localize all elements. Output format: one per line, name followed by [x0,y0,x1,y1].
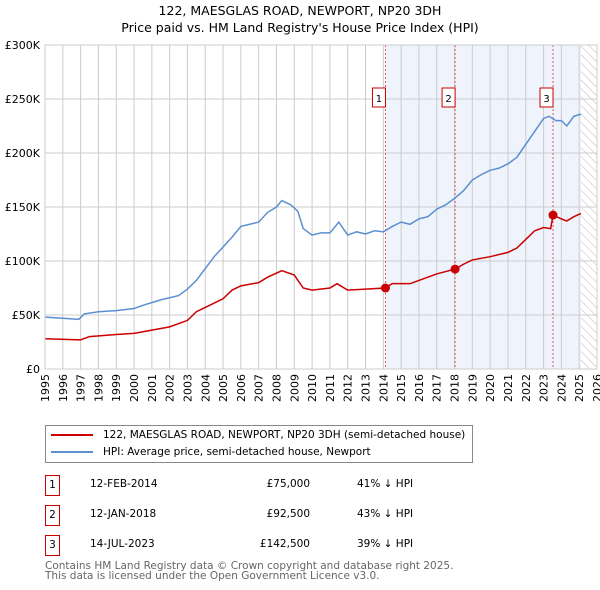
sale-point [450,264,460,274]
transaction-row: 1 12-FEB-2014 £75,000 41% ↓ HPI [45,475,465,496]
y-tick-label: £250K [5,93,41,106]
x-tick-label: 1995 [39,374,52,402]
legend-hpi: HPI: Average price, semi-detached house,… [103,446,371,458]
x-tick-label: 2012 [342,374,355,402]
sale-label: 2 [445,94,451,105]
series-line [44,212,582,341]
x-tick-label: 2001 [146,374,159,402]
footer: Contains HM Land Registry data © Crown c… [45,560,454,582]
chart-title: 122, MAESGLAS ROAD, NEWPORT, NP20 3DH [158,3,442,18]
x-tick-label: 2003 [181,374,194,402]
transaction-hpi: 41% ↓ HPI [357,478,414,490]
transaction-price: £142,500 [259,538,310,550]
x-tick-label: 2011 [324,374,337,402]
legend-red-swatch [51,434,93,436]
sale-label: 1 [376,94,382,105]
x-tick-label: 2005 [217,374,230,402]
sale-label: 3 [543,94,549,105]
footer-line-1: Contains HM Land Registry data © Crown c… [45,560,454,572]
sale-label-box [371,87,386,108]
legend-property: 122, MAESGLAS ROAD, NEWPORT, NP20 3DH (s… [103,429,466,441]
transaction-price: £75,000 [266,478,310,490]
x-tick-label: 2016 [413,374,426,402]
y-tick-label: £50K [12,309,41,322]
x-tick-label: 1998 [92,374,105,402]
x-tick-label: 1996 [57,374,70,402]
transaction-hpi: 39% ↓ HPI [357,538,414,550]
transaction-row: 2 12-JAN-2018 £92,500 43% ↓ HPI [45,505,465,526]
x-tick-label: 2004 [199,374,212,402]
plot-area: 1995 1996 1997 1998 1999 2000 2001 2002 2003 2004… [5,39,600,402]
x-tick-label: 2000 [128,374,141,402]
y-tick-label: £0 [26,363,40,376]
x-tick-label: 2015 [395,374,408,402]
x-tick-label: 1999 [110,374,123,402]
plot-border [44,44,598,370]
y-tick-label: £300K [5,39,41,52]
transaction-date: 12-JAN-2018 [90,508,157,520]
x-tick-label: 2025 [573,374,586,402]
x-tick-label: 2014 [377,374,390,402]
transaction-row: 3 14-JUL-2023 £142,500 39% ↓ HPI [45,535,465,556]
x-tick-label: 2026 [591,374,600,402]
x-tick-label: 2002 [164,374,177,402]
sale-point [380,283,390,293]
footer-line-2: This data is licensed under the Open Gov… [45,570,380,582]
transaction-number: 2 [45,505,60,526]
x-tick-label: 2008 [270,374,283,402]
x-tick-label: 2017 [431,374,444,402]
x-tick-label: 2009 [288,374,301,402]
sale-label-box [539,87,554,108]
transaction-number: 3 [45,535,60,556]
x-tick-label: 2006 [235,374,248,402]
x-tick-label: 1997 [75,374,88,402]
x-tick-label: 2023 [538,374,551,402]
transaction-date: 12-FEB-2014 [90,478,158,490]
y-tick-label: £150K [5,201,41,214]
sale-label-box [441,87,456,108]
transaction-number: 1 [45,475,60,496]
legend-blue-swatch [51,451,93,453]
x-tick-label: 2022 [520,374,533,402]
transaction-price: £92,500 [266,508,310,520]
x-tick-label: 2024 [555,374,568,402]
legend: 122, MAESGLAS ROAD, NEWPORT, NP20 3DH (s… [45,425,473,463]
x-tick-label: 2007 [253,374,266,402]
transaction-date: 14-JUL-2023 [90,538,155,550]
x-tick-label: 2019 [466,374,479,402]
x-tick-label: 2010 [306,374,319,402]
series-line [44,113,582,321]
x-tick-label: 2021 [502,374,515,402]
x-tick-label: 2018 [449,374,462,402]
chart-subtitle: Price paid vs. HM Land Registry's House … [121,20,479,35]
sale-point [548,210,558,220]
y-tick-label: £100K [5,255,41,268]
x-tick-label: 2013 [360,374,373,402]
y-tick-label: £200K [5,147,41,160]
transaction-hpi: 43% ↓ HPI [357,508,414,520]
x-tick-label: 2020 [484,374,497,402]
